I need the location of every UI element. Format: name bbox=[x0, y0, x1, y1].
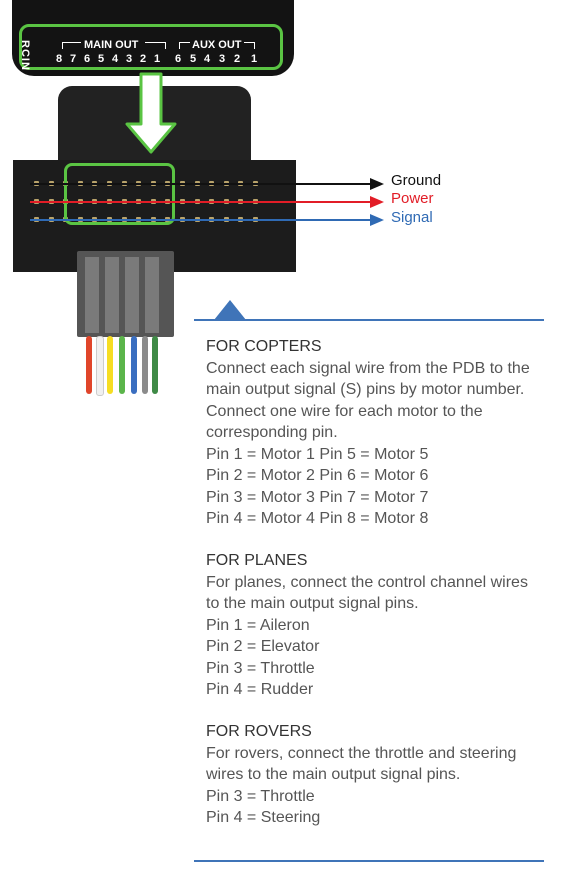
copters-section: FOR COPTERS Connect each signal wire fro… bbox=[206, 336, 542, 530]
main-out-highlight bbox=[19, 24, 283, 70]
planes-body: For planes, connect the control channel … bbox=[206, 573, 528, 613]
aux-pin-5: 5 bbox=[189, 53, 197, 65]
main-pin-7: 7 bbox=[69, 53, 77, 65]
panel-pointer-icon bbox=[214, 300, 246, 320]
main-pin-2: 2 bbox=[139, 53, 147, 65]
rovers-line-2: Pin 4 = Steering bbox=[206, 809, 321, 826]
main-pin-3: 3 bbox=[125, 53, 133, 65]
output-rail-header bbox=[12, 0, 294, 76]
copters-line-2: Pin 2 = Motor 2 Pin 6 = Motor 6 bbox=[206, 467, 429, 484]
signal-arrowhead-icon bbox=[370, 214, 384, 226]
copters-line-1: Pin 1 = Motor 1 Pin 5 = Motor 5 bbox=[206, 445, 429, 463]
planes-section: FOR PLANES For planes, connect the contr… bbox=[206, 550, 542, 701]
main-out-pins-highlight bbox=[64, 163, 175, 225]
planes-line-1: Pin 1 = Aileron bbox=[206, 616, 310, 634]
panel-top-divider bbox=[194, 319, 544, 321]
wire-white bbox=[96, 336, 104, 396]
aux-pin-4: 4 bbox=[203, 53, 211, 65]
main-pin-5: 5 bbox=[97, 53, 105, 65]
main-out-bracket-right bbox=[145, 42, 166, 49]
panel-bottom-divider bbox=[194, 860, 544, 862]
main-pin-1: 1 bbox=[153, 53, 161, 65]
copters-line-3: Pin 3 = Motor 3 Pin 7 = Motor 7 bbox=[206, 488, 429, 506]
planes-title: FOR PLANES bbox=[206, 552, 308, 569]
rovers-title: FOR ROVERS bbox=[206, 723, 312, 740]
rovers-body: For rovers, connect the throttle and ste… bbox=[206, 744, 517, 784]
planes-line-3: Pin 3 = Throttle bbox=[206, 659, 315, 677]
wire-legend-arrows bbox=[30, 178, 384, 226]
aux-pin-3: 3 bbox=[218, 53, 226, 65]
planes-line-2: Pin 2 = Elevator bbox=[206, 638, 320, 655]
copters-body: Connect each signal wire from the PDB to… bbox=[206, 359, 530, 442]
legend-signal: Signal bbox=[391, 209, 433, 226]
down-arrow-icon bbox=[125, 72, 177, 154]
main-pin-8: 8 bbox=[55, 53, 63, 65]
main-pin-4: 4 bbox=[111, 53, 119, 65]
power-arrowhead-icon bbox=[370, 196, 384, 208]
wire-dark-green bbox=[152, 336, 158, 394]
main-out-label: MAIN OUT bbox=[84, 39, 139, 51]
aux-pin-1: 1 bbox=[250, 53, 258, 65]
aux-out-bracket-right bbox=[244, 42, 255, 49]
aux-out-bracket-left bbox=[179, 42, 190, 49]
ground-arrowhead-icon bbox=[370, 178, 384, 190]
wire-blue bbox=[131, 336, 137, 394]
legend-ground: Ground bbox=[391, 172, 442, 189]
rcin-label: RCIN bbox=[19, 40, 31, 71]
rovers-line-1: Pin 3 = Throttle bbox=[206, 787, 315, 805]
legend-power: Power bbox=[391, 190, 434, 207]
servo-cable-plug bbox=[77, 251, 174, 337]
aux-pin-2: 2 bbox=[233, 53, 241, 65]
copters-title: FOR COPTERS bbox=[206, 338, 322, 355]
aux-pin-6: 6 bbox=[174, 53, 182, 65]
aux-out-label: AUX OUT bbox=[192, 39, 242, 51]
wire-yellow bbox=[107, 336, 113, 394]
copters-line-4: Pin 4 = Motor 4 Pin 8 = Motor 8 bbox=[206, 510, 429, 527]
rovers-section: FOR ROVERS For rovers, connect the throt… bbox=[206, 721, 542, 829]
wire-gray bbox=[142, 336, 148, 394]
planes-line-4: Pin 4 = Rudder bbox=[206, 681, 314, 698]
wire-green bbox=[119, 336, 125, 394]
main-out-bracket-left bbox=[62, 42, 81, 49]
wire-red bbox=[86, 336, 92, 394]
main-pin-6: 6 bbox=[83, 53, 91, 65]
